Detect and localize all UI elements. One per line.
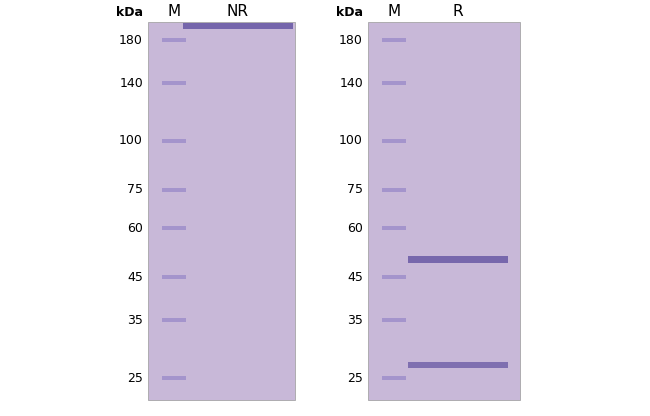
Bar [162,188,186,192]
Text: R: R [452,5,463,20]
Text: 35: 35 [127,314,143,327]
Text: M: M [387,5,400,20]
Bar [162,275,186,280]
Text: 25: 25 [347,371,363,385]
Text: kDa: kDa [336,5,363,18]
Bar [382,376,406,380]
Text: 45: 45 [127,271,143,284]
Bar [382,319,406,322]
Bar [382,38,406,42]
Text: 35: 35 [347,314,363,327]
Bar [408,362,508,368]
Text: 100: 100 [339,134,363,147]
Bar [162,376,186,380]
Text: 75: 75 [347,183,363,196]
Bar [368,22,520,400]
Bar [382,188,406,192]
Text: 180: 180 [339,34,363,47]
Text: 45: 45 [347,271,363,284]
Text: 100: 100 [119,134,143,147]
Bar [382,81,406,85]
Bar [162,319,186,322]
Bar [382,139,406,143]
Text: M: M [168,5,181,20]
Bar [183,23,293,30]
Bar [162,81,186,85]
Bar [382,275,406,280]
Text: 75: 75 [127,183,143,196]
Bar [162,38,186,42]
Text: 140: 140 [339,77,363,89]
Text: NR: NR [227,5,249,20]
Bar [382,226,406,230]
Text: 180: 180 [119,34,143,47]
Bar [162,226,186,230]
Text: 140: 140 [119,77,143,89]
Text: 60: 60 [127,222,143,235]
Bar [148,22,295,400]
Text: 25: 25 [127,371,143,385]
Bar [162,139,186,143]
Bar [408,256,508,263]
Text: kDa: kDa [116,5,143,18]
Text: 60: 60 [347,222,363,235]
